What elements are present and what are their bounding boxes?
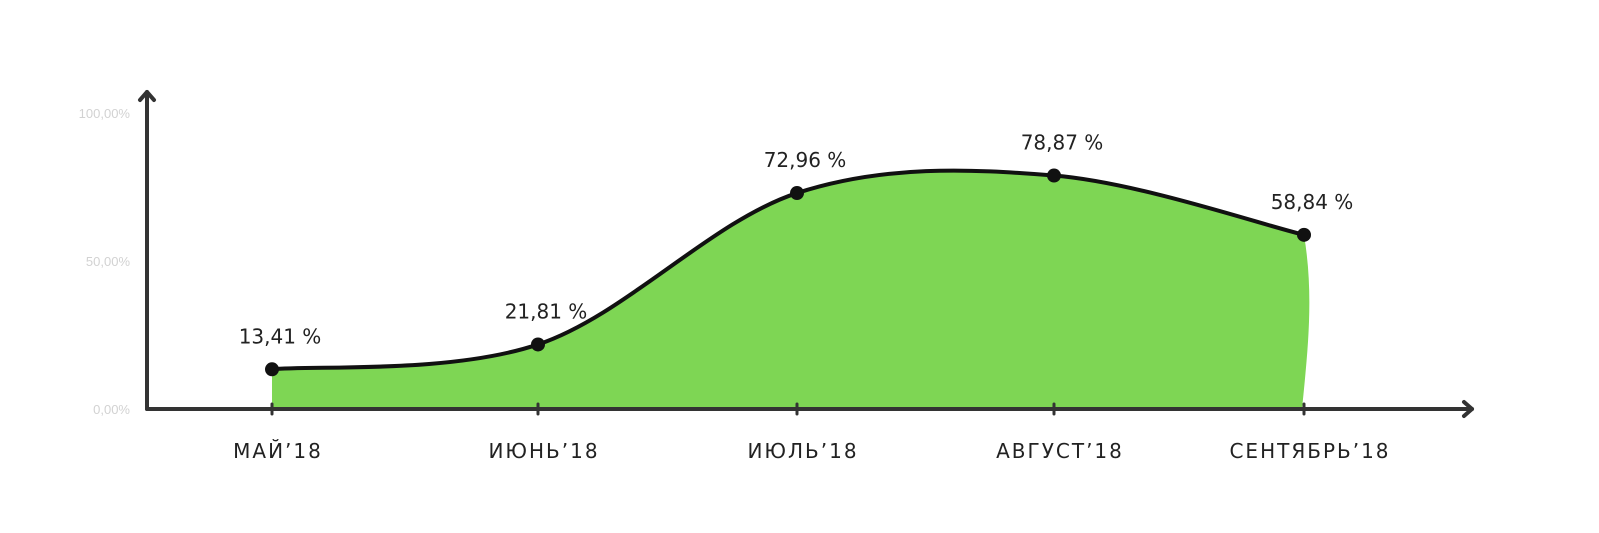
data-point — [1047, 168, 1061, 183]
x-tick-label: МАЙ’18 — [233, 439, 323, 463]
data-point — [265, 362, 279, 377]
x-tick-label: АВГУСТ’18 — [996, 439, 1124, 463]
x-tick-label: ИЮНЬ’18 — [488, 439, 599, 463]
data-labels: 13,41 % 21,81 % 72,96 % 78,87 % 58,84 % — [239, 131, 1354, 349]
data-point — [531, 337, 545, 352]
y-tick-label: 0,00% — [93, 402, 130, 417]
data-label: 21,81 % — [505, 299, 588, 323]
x-axis-arrow — [1462, 400, 1474, 418]
y-tick-label: 100,00% — [79, 106, 131, 121]
y-axis-arrow — [138, 90, 156, 102]
data-label: 58,84 % — [1271, 190, 1354, 214]
x-tick-label: ИЮЛЬ’18 — [747, 439, 858, 463]
axes — [138, 90, 1474, 418]
data-label: 78,87 % — [1021, 131, 1104, 155]
data-label: 13,41 % — [239, 324, 322, 348]
x-tick-label: СЕНТЯБРЬ’18 — [1229, 439, 1390, 463]
data-point — [1297, 227, 1311, 242]
data-points — [265, 168, 1311, 377]
y-tick-label: 50,00% — [86, 254, 131, 269]
data-point — [790, 186, 804, 201]
x-ticks: МАЙ’18 ИЮНЬ’18 ИЮЛЬ’18 АВГУСТ’18 СЕНТЯБРЬ’18 — [233, 402, 1390, 463]
data-label: 72,96 % — [764, 148, 847, 172]
area-fill — [272, 170, 1310, 409]
y-tick-labels: 0,00% 50,00% 100,00% — [79, 106, 131, 417]
